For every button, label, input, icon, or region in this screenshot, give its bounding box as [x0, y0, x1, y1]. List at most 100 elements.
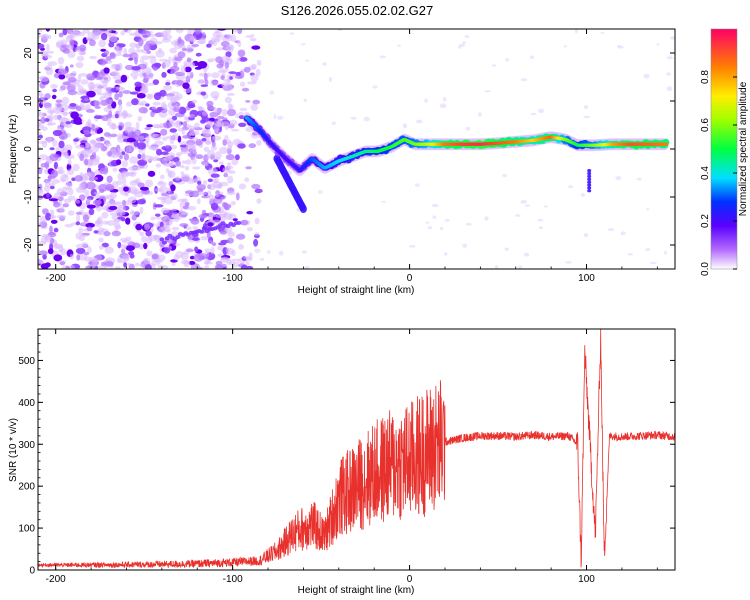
noise-blob — [125, 217, 131, 225]
noise-blob — [190, 218, 200, 225]
noise-blob — [583, 233, 589, 238]
noise-blob — [173, 61, 178, 68]
noise-blob — [187, 205, 197, 211]
snr-line — [38, 329, 675, 569]
noise-blob — [123, 262, 127, 268]
noise-blob — [396, 44, 401, 47]
noise-blob — [86, 90, 96, 98]
noise-blob — [89, 82, 94, 90]
noise-blob — [175, 93, 183, 100]
noise-blob — [129, 42, 137, 48]
noise-blob — [184, 165, 190, 171]
noise-blob — [134, 57, 138, 65]
noise-blob — [105, 142, 112, 147]
noise-blob — [163, 121, 173, 129]
noise-blob — [131, 98, 139, 106]
ridge-drip — [587, 174, 592, 178]
noise-blob — [232, 218, 238, 222]
noise-blob — [159, 89, 167, 97]
noise-blob — [85, 222, 95, 228]
noise-blob — [62, 203, 70, 208]
noise-blob — [484, 90, 491, 93]
noise-blob — [117, 241, 122, 249]
noise-blob — [194, 66, 202, 70]
noise-blob — [82, 29, 91, 34]
y-tick-label: -20 — [23, 237, 34, 252]
noise-blob — [206, 58, 217, 62]
noise-blob — [59, 261, 66, 266]
noise-blob — [118, 90, 123, 98]
noise-blob — [99, 167, 109, 174]
noise-blob — [444, 219, 451, 222]
noise-blob — [84, 158, 89, 166]
noise-blob — [530, 55, 535, 59]
noise-blob — [139, 263, 145, 268]
noise-blob — [256, 61, 262, 66]
noise-blob — [161, 30, 168, 37]
noise-blob — [38, 134, 43, 139]
noise-blob — [206, 120, 214, 125]
noise-blob — [103, 67, 110, 74]
noise-blob — [146, 50, 151, 55]
noise-blob — [139, 231, 145, 237]
noise-blob — [160, 174, 165, 180]
noise-blob — [83, 251, 90, 256]
noise-blob — [134, 136, 142, 141]
noise-blob — [206, 156, 210, 159]
noise-blob — [184, 66, 192, 73]
noise-blob — [230, 128, 240, 132]
noise-blob — [146, 250, 153, 257]
ridge-drip — [587, 189, 592, 193]
noise-blob — [142, 72, 147, 77]
y-tick-label: 20 — [23, 47, 34, 59]
noise-blob — [45, 50, 55, 54]
noise-blob — [147, 94, 153, 99]
noise-blob — [111, 230, 122, 237]
noise-blob — [56, 106, 62, 112]
x-tick-label: 0 — [407, 273, 413, 284]
noise-blob — [246, 227, 253, 232]
noise-blob — [105, 194, 109, 200]
noise-blob — [38, 241, 47, 246]
ridge-core — [664, 142, 669, 146]
noise-blob — [187, 104, 196, 108]
noise-blob — [643, 73, 650, 79]
noise-blob — [163, 85, 173, 91]
noise-blob — [82, 189, 90, 195]
noise-blob — [246, 211, 254, 215]
noise-blob — [189, 62, 196, 68]
noise-blob — [221, 108, 228, 117]
noise-blob — [38, 146, 42, 151]
noise-blob — [101, 261, 106, 267]
noise-blob — [145, 103, 150, 107]
spectrogram-x-label: Height of straight line (km) — [298, 285, 415, 296]
noise-blob — [69, 39, 74, 47]
noise-blob — [220, 75, 225, 80]
noise-blob — [231, 158, 239, 166]
noise-blob — [83, 129, 90, 135]
noise-blob — [645, 248, 651, 251]
noise-blob — [101, 114, 109, 122]
noise-blob — [122, 177, 127, 185]
noise-blob — [231, 258, 240, 262]
noise-blob — [645, 208, 650, 211]
noise-blob — [85, 181, 96, 190]
noise-blob — [121, 151, 126, 156]
noise-blob — [152, 79, 160, 85]
noise-blob — [520, 200, 527, 204]
noise-blob — [233, 29, 238, 33]
noise-blob — [175, 152, 183, 156]
noise-blob — [173, 254, 180, 261]
noise-blob — [45, 64, 53, 72]
y-tick-label: 200 — [18, 482, 35, 493]
noise-blob — [520, 78, 528, 82]
noise-blob — [185, 248, 194, 253]
noise-blob — [269, 90, 275, 95]
noise-blob — [303, 98, 308, 102]
noise-blob — [40, 99, 47, 105]
noise-blob — [145, 135, 150, 144]
colorbar-tick-label: 0.2 — [700, 214, 711, 228]
noise-blob — [138, 148, 143, 153]
noise-blob — [189, 35, 197, 43]
noise-blob — [227, 237, 234, 244]
